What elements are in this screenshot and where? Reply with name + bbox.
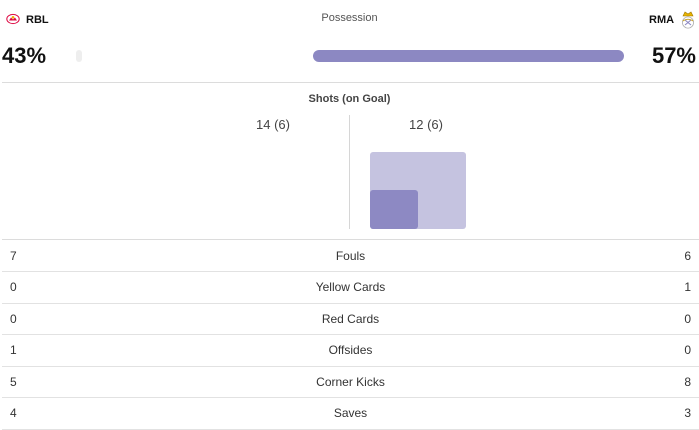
home-possession-percent: 43% — [2, 43, 47, 68]
shots-title: Shots (on Goal) — [308, 93, 391, 105]
away-stat-value: 6 — [631, 240, 699, 272]
home-stat-value: 1 — [2, 334, 70, 367]
home-stat-value: 0 — [2, 303, 70, 335]
stat-row: 5 Corner Kicks 8 — [2, 366, 699, 398]
shots-center-line — [349, 115, 350, 229]
stat-row: 7 Fouls 6 — [2, 240, 699, 272]
away-stat-value: 3 — [631, 397, 699, 430]
stat-label: Saves — [70, 397, 631, 430]
stat-label: Red Cards — [70, 303, 631, 335]
away-stat-value: 8 — [631, 366, 699, 398]
home-shots-value: 14 (6) — [256, 117, 290, 132]
away-shots-chart — [352, 115, 652, 229]
section-divider — [2, 82, 699, 83]
stat-label: Fouls — [70, 240, 631, 272]
away-stat-value: 1 — [631, 271, 699, 304]
away-stat-value: 0 — [631, 303, 699, 335]
home-stat-value: 5 — [2, 366, 70, 398]
away-possession-bar — [313, 50, 624, 62]
away-team-abbr: RMA — [649, 14, 675, 26]
stat-row: 1 Offsides 0 — [2, 334, 699, 367]
real-madrid-crest-icon — [682, 11, 694, 29]
stat-label: Corner Kicks — [70, 366, 631, 398]
home-stat-value: 7 — [2, 240, 70, 272]
home-team-abbr: RBL — [26, 14, 49, 26]
away-stat-value: 0 — [631, 334, 699, 367]
match-stats-table: 7 Fouls 6 0 Yellow Cards 1 0 Red Cards 0… — [2, 240, 699, 430]
away-possession-percent: 57% — [651, 43, 696, 68]
home-stat-value: 0 — [2, 271, 70, 304]
stat-row: 4 Saves 3 — [2, 397, 699, 430]
away-shots-on-goal-box — [370, 190, 418, 229]
stat-row: 0 Yellow Cards 1 — [2, 271, 699, 304]
possession-bar — [76, 50, 624, 62]
home-possession-bar — [76, 50, 82, 62]
rbl-crest-icon — [6, 13, 20, 25]
stat-label: Offsides — [70, 334, 631, 367]
stat-label: Yellow Cards — [70, 271, 631, 304]
home-stat-value: 4 — [2, 397, 70, 430]
away-shots-value: 12 (6) — [409, 117, 443, 132]
stat-row: 0 Red Cards 0 — [2, 303, 699, 335]
possession-title: Possession — [321, 12, 378, 24]
section-divider — [2, 239, 699, 240]
